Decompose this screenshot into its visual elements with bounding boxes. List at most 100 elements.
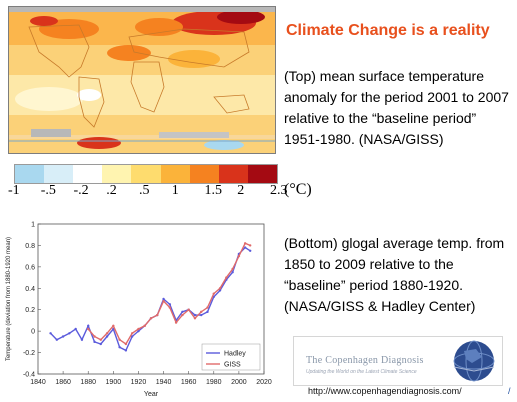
data-point — [168, 303, 172, 306]
data-point — [162, 299, 165, 303]
data-point — [55, 338, 59, 341]
y-tick-label: 0.2 — [25, 307, 35, 314]
top-caption: (Top) mean surface temperature anomaly f… — [284, 68, 509, 147]
y-tick-label: 0.8 — [25, 243, 35, 250]
data-point — [68, 332, 71, 335]
corner-mark: / — [508, 386, 511, 396]
data-point — [124, 349, 128, 352]
x-tick-label: 1840 — [30, 379, 46, 386]
data-point — [61, 335, 65, 338]
data-point — [87, 327, 90, 331]
data-point — [206, 310, 209, 314]
scale-label: -1 — [8, 183, 20, 198]
copenhagen-diagnosis-logo — [293, 336, 503, 386]
x-tick-label: 2020 — [256, 379, 272, 386]
data-point — [218, 289, 222, 292]
scale-label: 2.3 — [270, 183, 288, 198]
scale-swatch — [247, 165, 277, 183]
data-point — [124, 342, 128, 346]
data-point — [243, 246, 247, 249]
data-point — [181, 313, 184, 317]
source-url[interactable]: http://www.copenhagendiagnosis.com/ — [308, 386, 462, 396]
data-point — [118, 346, 121, 349]
data-point — [193, 313, 197, 317]
logo-name: The Copenhagen Diagnosis — [306, 355, 424, 366]
x-tick-label: 2000 — [231, 379, 247, 386]
data-point — [93, 340, 96, 344]
scale-label: .5 — [139, 183, 150, 198]
scale-swatch — [44, 165, 74, 183]
data-point — [200, 310, 203, 314]
data-point — [105, 332, 109, 335]
data-point — [130, 332, 134, 335]
scale-swatch — [131, 165, 161, 183]
bottom-caption: (Bottom) glogal average temp. from 1850 … — [284, 235, 505, 314]
data-point — [49, 332, 52, 335]
data-point — [149, 317, 153, 320]
y-tick-label: -0.2 — [23, 350, 35, 357]
data-point — [248, 244, 252, 247]
scale-label: 1 — [171, 183, 179, 198]
data-point — [143, 324, 146, 327]
x-tick-label: 1860 — [55, 379, 71, 386]
data-point — [99, 338, 102, 341]
scale-label: -.2 — [73, 183, 89, 198]
data-point — [112, 324, 115, 327]
x-tick-label: 1920 — [131, 379, 147, 386]
data-point — [137, 329, 140, 333]
data-point — [80, 338, 84, 341]
data-point — [200, 313, 203, 317]
scale-swatch — [218, 165, 248, 183]
data-point — [137, 327, 140, 331]
scale-label: 1.5 — [204, 183, 223, 198]
y-tick-label: 0 — [31, 329, 35, 336]
data-point — [231, 267, 234, 271]
data-point — [74, 327, 77, 331]
data-point — [87, 324, 90, 327]
data-point — [162, 297, 165, 301]
data-point — [237, 254, 241, 258]
data-point — [218, 287, 222, 290]
data-point — [93, 335, 96, 338]
scale-unit: (°C) — [284, 181, 312, 198]
globe-icon — [453, 340, 495, 382]
data-point — [105, 335, 109, 338]
y-tick-label: 1 — [31, 222, 35, 229]
y-tick-label: 0.6 — [25, 264, 35, 271]
scale-label: 2 — [237, 183, 245, 198]
color-scale-bar — [14, 164, 278, 184]
legend-label: Hadley — [224, 351, 246, 358]
y-tick-label: -0.4 — [23, 372, 35, 379]
world-map-graphic — [9, 7, 275, 153]
logo-tagline: Updating the World on the Latest Climate… — [306, 369, 417, 375]
data-point — [187, 308, 190, 311]
scale-swatch — [102, 165, 132, 183]
data-point — [174, 321, 178, 324]
legend-box — [201, 343, 261, 371]
color-scale-labels: -1 -.5 -.2 .2 .5 1 1.5 2 2.3 (°C) — [8, 181, 312, 201]
scale-swatch — [160, 165, 190, 183]
data-point — [99, 342, 102, 346]
data-point — [225, 276, 228, 279]
scale-label: .2 — [106, 183, 117, 198]
y-axis-label: Temperature (deviation from 1880-1920 me… — [6, 237, 12, 361]
x-tick-label: 1900 — [106, 379, 122, 386]
scale-swatch — [15, 165, 45, 183]
data-point — [168, 306, 172, 309]
data-point — [118, 338, 121, 341]
slide-title: Climate Change is a reality — [286, 22, 490, 39]
data-point — [243, 242, 247, 245]
y-tick-label: 0.4 — [25, 286, 35, 293]
data-point — [156, 313, 159, 317]
data-point — [248, 249, 252, 252]
global-temperature-chart: 1840 1860 1880 1900 1920 1940 1960 1980 2000 2020… — [6, 222, 272, 399]
temperature-anomaly-map — [8, 6, 276, 154]
scale-swatch — [73, 165, 103, 183]
data-point — [212, 292, 215, 295]
data-point — [231, 271, 234, 274]
legend-label: GISS — [224, 362, 241, 369]
data-point — [193, 317, 197, 320]
data-point — [181, 310, 184, 314]
data-point — [130, 335, 134, 338]
scale-swatch — [189, 165, 219, 183]
